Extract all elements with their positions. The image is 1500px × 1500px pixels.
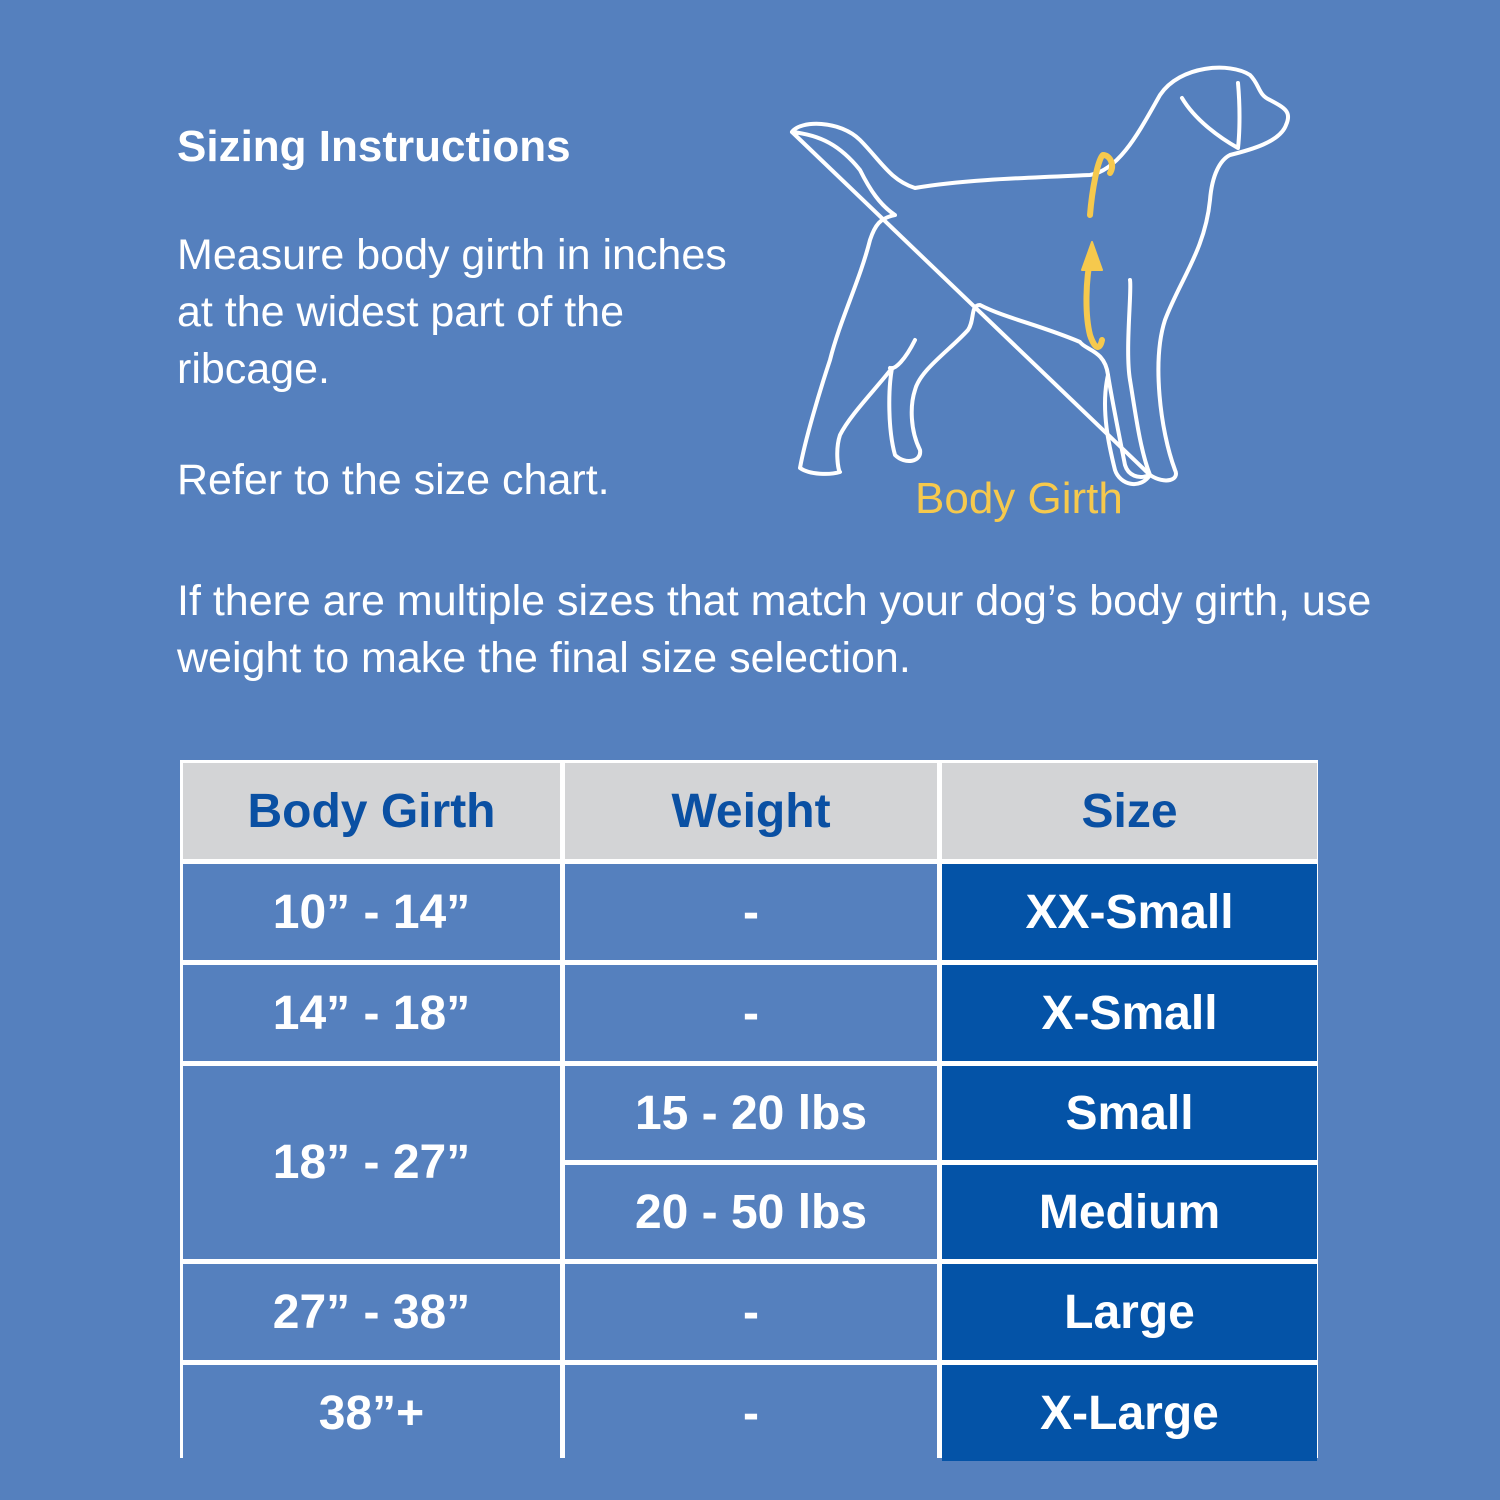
refer-instruction: Refer to the size chart. [177, 456, 610, 504]
size-cell: XX-Small [942, 864, 1317, 960]
weight-cell: 20 - 50 lbs [565, 1165, 937, 1259]
size-cell: Medium [942, 1165, 1317, 1259]
header-weight: Weight [565, 763, 937, 859]
weight-cell: - [565, 965, 937, 1061]
weight-cell: - [565, 864, 937, 960]
measure-instruction: Measure body girth in inches at the wide… [177, 231, 727, 393]
size-cell: Small [942, 1066, 1317, 1160]
header-size: Size [942, 763, 1317, 859]
multiple-sizes-instruction: If there are multiple sizes that match y… [177, 577, 1372, 682]
size-chart-table: Body Girth Weight Size 10” - 14” - XX-Sm… [180, 760, 1318, 1461]
girth-cell: 18” - 27” [183, 1066, 560, 1259]
body-girth-label: Body Girth [915, 474, 1123, 523]
weight-cell: 15 - 20 lbs [565, 1066, 937, 1160]
girth-cell: 38”+ [183, 1365, 560, 1461]
girth-cell: 27” - 38” [183, 1264, 560, 1360]
dog-outline-icon [790, 65, 1291, 486]
weight-cell: - [565, 1365, 937, 1461]
size-cell: Large [942, 1264, 1317, 1360]
header-body-girth: Body Girth [183, 763, 560, 859]
weight-cell: - [565, 1264, 937, 1360]
girth-cell: 14” - 18” [183, 965, 560, 1061]
size-cell: X-Small [942, 965, 1317, 1061]
page-title: Sizing Instructions [177, 122, 571, 171]
size-cell: X-Large [942, 1365, 1317, 1461]
girth-cell: 10” - 14” [183, 864, 560, 960]
